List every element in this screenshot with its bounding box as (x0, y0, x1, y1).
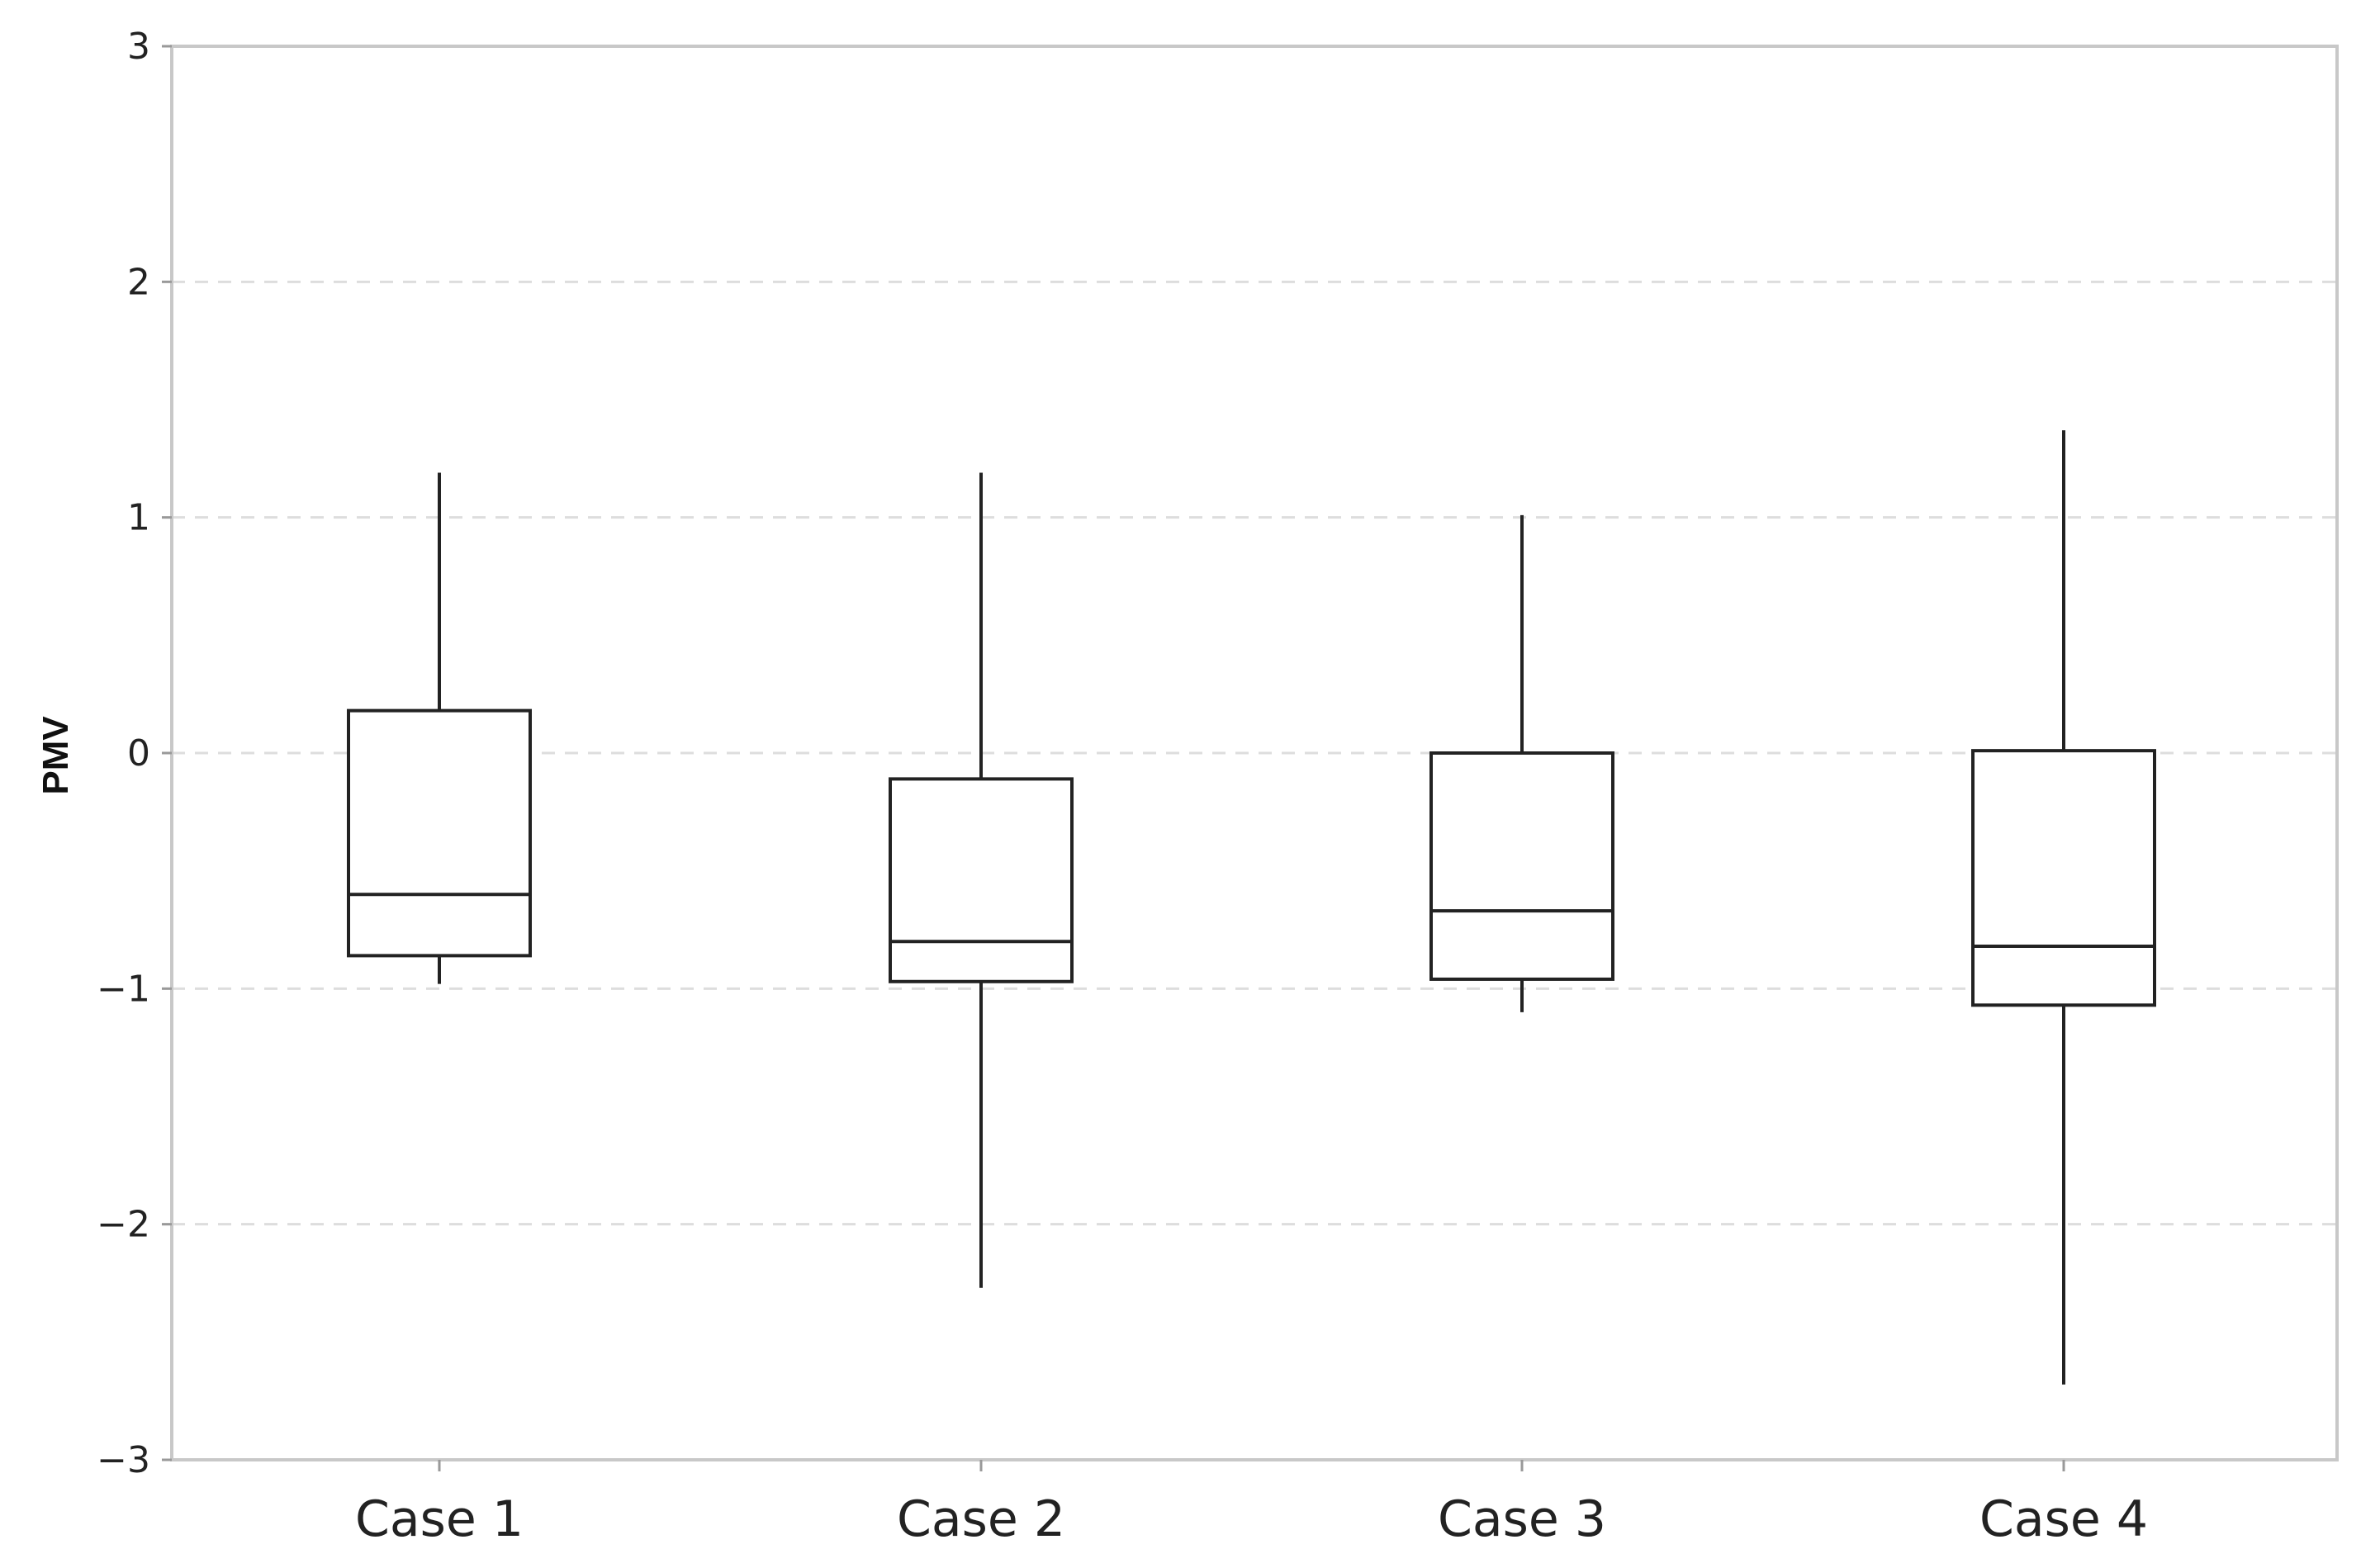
x-tick-label: Case 2 (897, 1490, 1065, 1548)
y-axis: 3 2 1 0 −1 −2 −3 (97, 26, 172, 1481)
x-tick-label: Case 3 (1438, 1490, 1606, 1548)
box-1 (347, 472, 532, 984)
iqr-box (347, 708, 532, 958)
box-4 (1971, 430, 2156, 1385)
iqr-box (889, 777, 1074, 983)
x-tick-label: Case 1 (355, 1490, 524, 1548)
iqr-box (1429, 751, 1614, 981)
box-2 (889, 472, 1074, 1288)
x-tick-label: Case 4 (1979, 1490, 2148, 1548)
y-tick-label: 0 (127, 732, 150, 775)
y-tick-label: −1 (97, 968, 150, 1010)
boxes (347, 430, 2156, 1385)
y-tick-label: 2 (127, 261, 150, 303)
y-axis-title: PMV (36, 716, 76, 795)
iqr-box (1971, 749, 2156, 1007)
x-axis: Case 1 Case 2 Case 3 Case 4 (355, 1460, 2148, 1548)
y-tick-label: 1 (127, 497, 150, 539)
box-3 (1429, 514, 1614, 1012)
y-tick-label: 3 (127, 26, 150, 68)
y-tick-label: −2 (97, 1204, 150, 1246)
y-tick-label: −3 (97, 1439, 150, 1481)
